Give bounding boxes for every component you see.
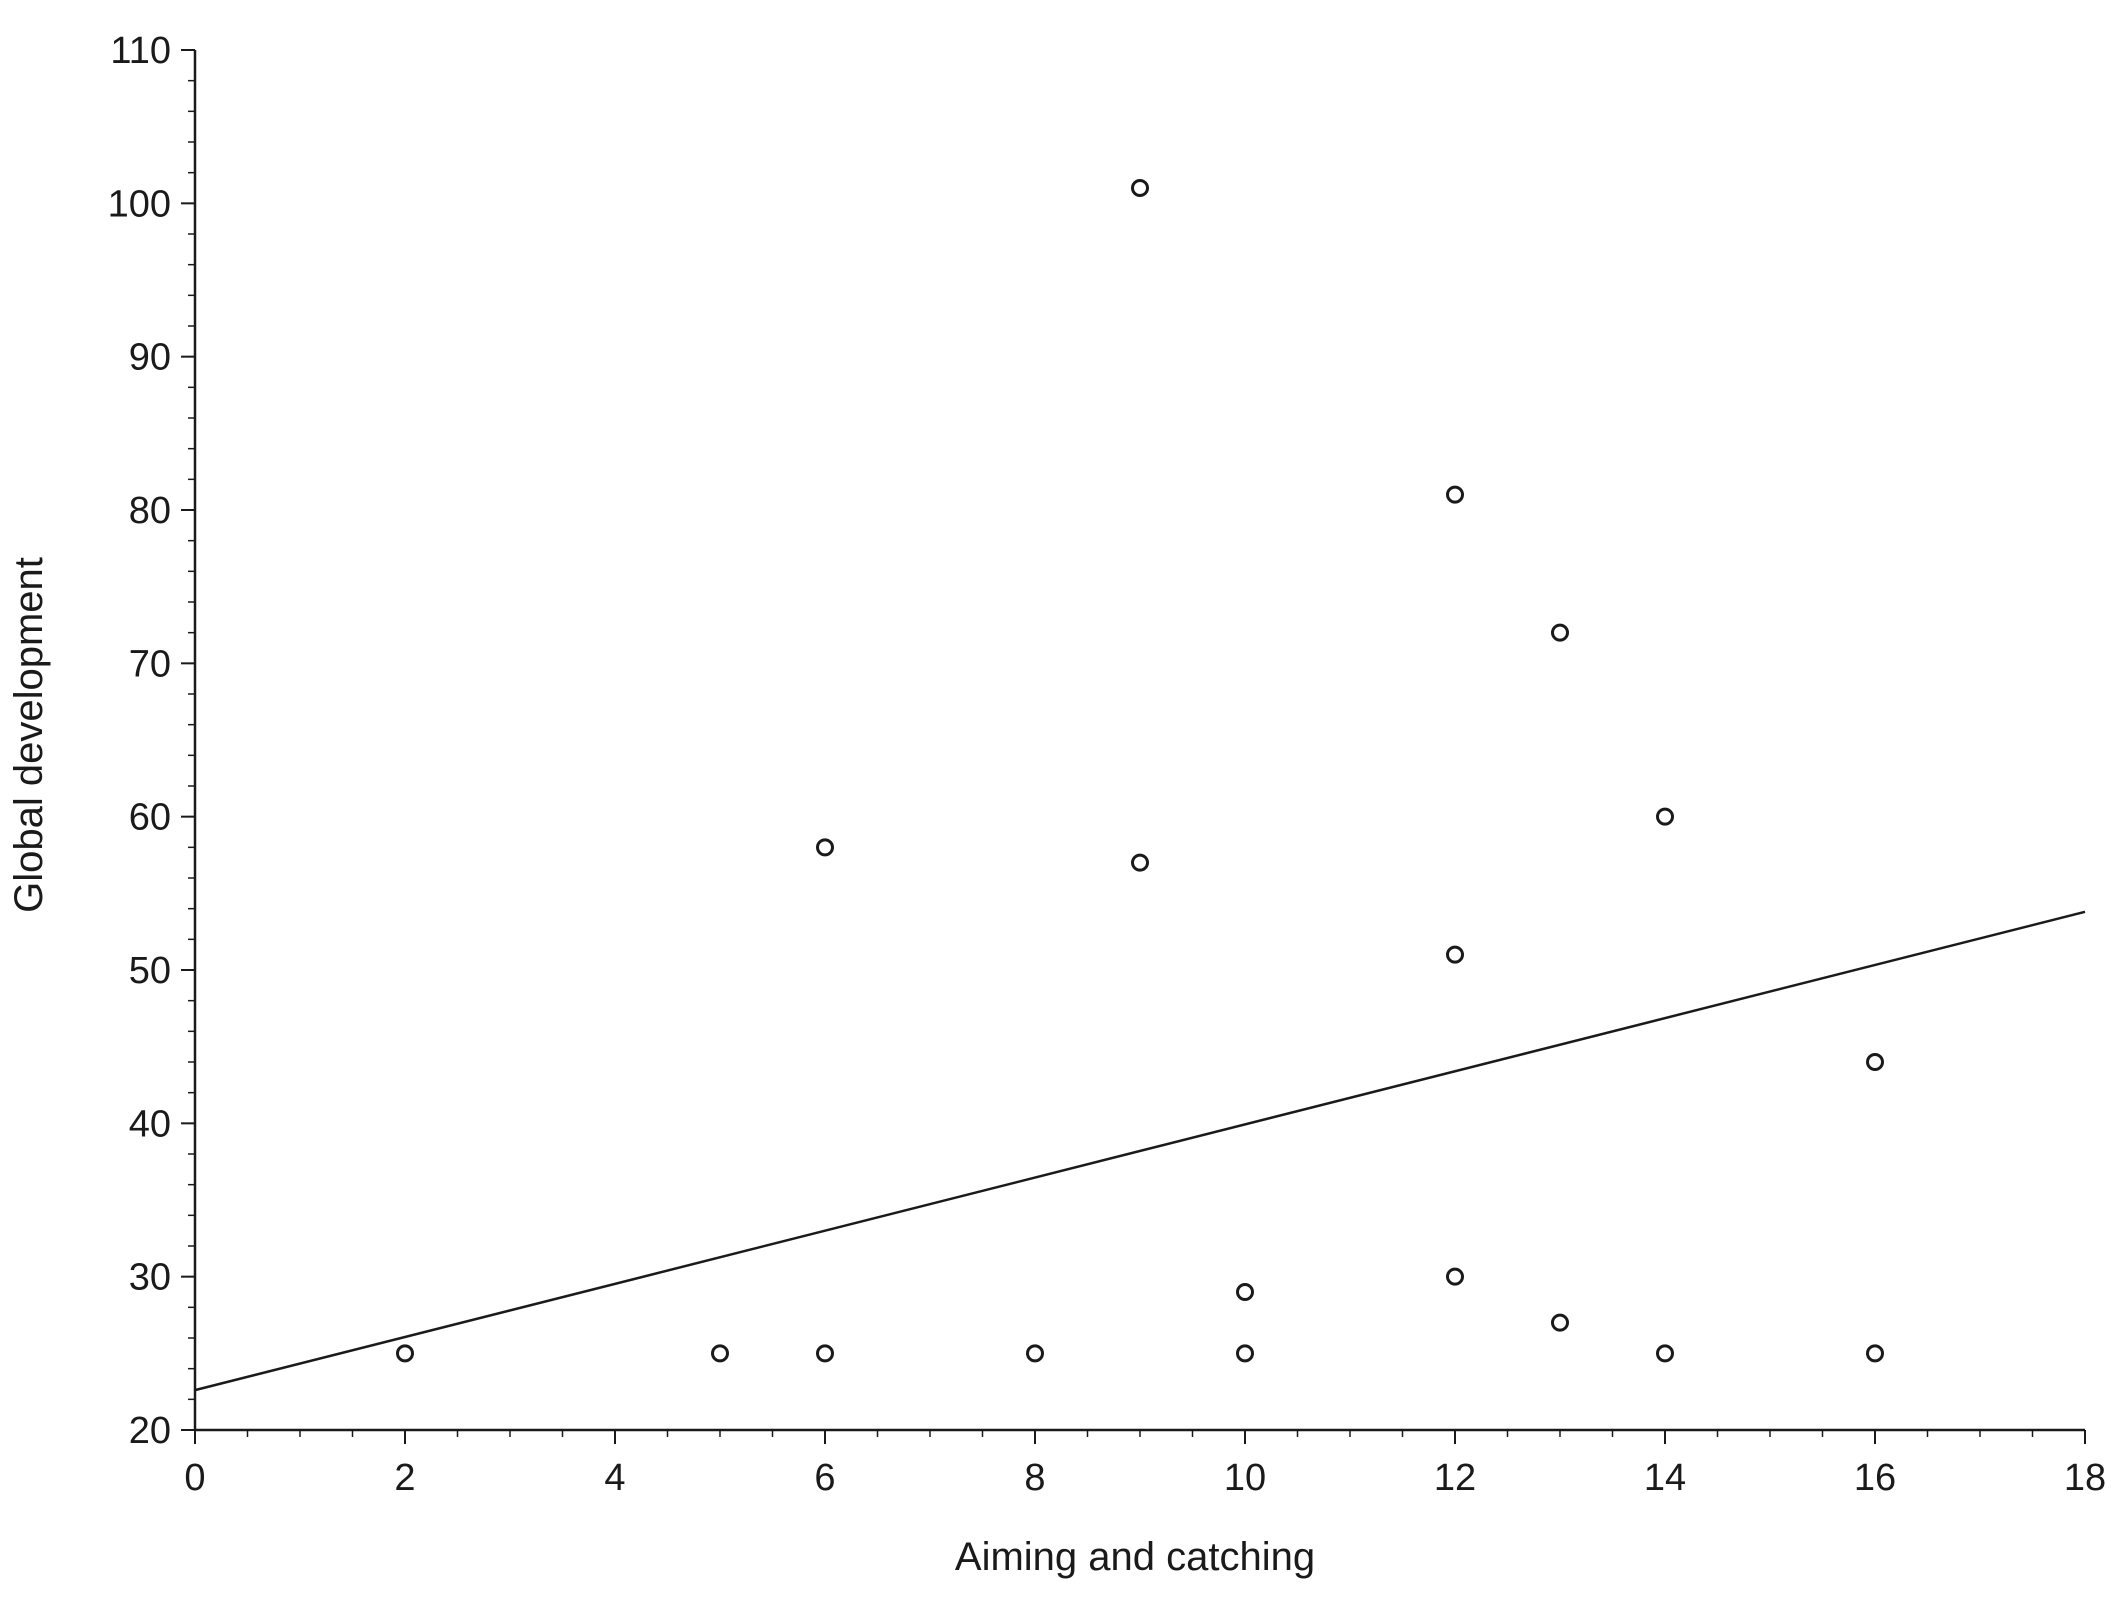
y-tick-label: 90: [129, 337, 171, 379]
data-point: [1446, 1267, 1464, 1286]
data-point: [711, 1344, 729, 1363]
y-tick-label: 100: [108, 183, 171, 225]
data-point: [1866, 1053, 1884, 1071]
x-axis-title: Aiming and catching: [955, 1535, 1315, 1579]
x-tick-label: 10: [1224, 1457, 1266, 1499]
data-point: [1656, 1344, 1674, 1363]
data-point: [1656, 807, 1674, 826]
y-tick-label: 70: [129, 643, 171, 685]
y-tick-label: 50: [129, 950, 171, 992]
y-tick-label: 20: [129, 1410, 171, 1452]
x-tick-label: 0: [184, 1457, 205, 1499]
y-tick-label: 60: [129, 797, 171, 839]
data-point: [1866, 1344, 1884, 1363]
data-point: [816, 1344, 834, 1363]
data-point: [1236, 1344, 1254, 1363]
y-tick-label: 30: [129, 1257, 171, 1299]
data-point: [1446, 485, 1464, 504]
data-point: [1026, 1344, 1044, 1363]
x-tick-label: 18: [2064, 1457, 2106, 1499]
data-point: [1551, 1313, 1569, 1332]
data-point: [1131, 179, 1149, 197]
y-axis-ticks: 20 30 40 50 60 70 80 90 100 110: [108, 30, 195, 1452]
x-tick-label: 2: [394, 1457, 415, 1499]
x-tick-label: 6: [814, 1457, 835, 1499]
data-point: [816, 838, 834, 857]
minor-ticks: [188, 49, 2086, 1437]
x-axis-ticks: 0 2 4 6 8 10 12 14 16 18: [184, 1430, 2106, 1499]
x-tick-label: 14: [1644, 1457, 1686, 1499]
regression-line: [194, 910, 2086, 1392]
y-tick-label: 40: [129, 1103, 171, 1145]
data-point: [1236, 1283, 1254, 1301]
y-axis-title: Global development: [7, 557, 51, 913]
x-tick-label: 4: [604, 1457, 625, 1499]
y-tick-label: 110: [110, 30, 171, 72]
data-point: [396, 1344, 414, 1363]
data-point: [1131, 853, 1149, 872]
x-tick-label: 8: [1024, 1457, 1045, 1499]
data-point: [1551, 623, 1569, 642]
data-points: [396, 179, 1884, 1363]
x-tick-label: 12: [1434, 1457, 1476, 1499]
x-tick-label: 16: [1854, 1457, 1896, 1499]
data-point: [1446, 945, 1464, 964]
regression-line-group: [194, 910, 2086, 1392]
axes: [193, 50, 2085, 1432]
y-tick-label: 80: [129, 490, 171, 532]
